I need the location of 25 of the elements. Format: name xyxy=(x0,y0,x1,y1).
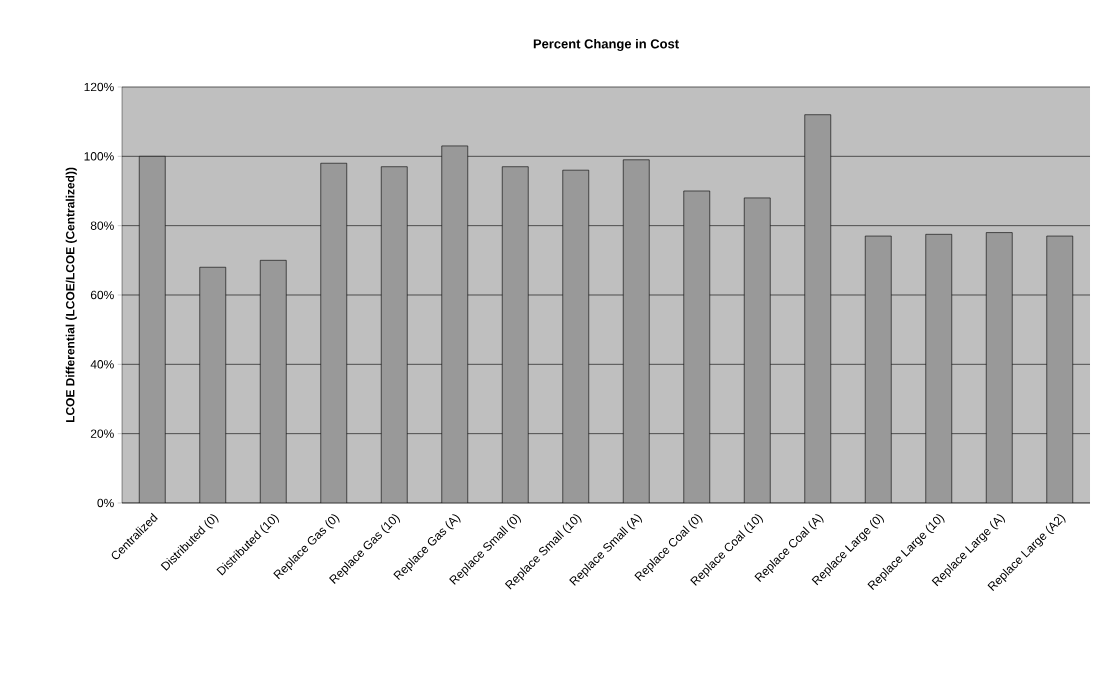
y-tick-label: 80% xyxy=(90,221,114,230)
bar xyxy=(743,197,771,503)
y-tick-label: 0% xyxy=(97,498,114,508)
y-tick-label: 20% xyxy=(90,429,114,438)
bar xyxy=(199,266,227,503)
bar xyxy=(501,166,529,503)
y-tick-label: 60% xyxy=(90,290,114,300)
y-axis-title: LCOE Differential (LCOE/LCOE (Centralized)) xyxy=(65,167,77,423)
bar xyxy=(320,162,348,503)
bar xyxy=(1046,235,1074,503)
bar xyxy=(562,169,590,503)
bar xyxy=(441,145,469,503)
bar xyxy=(985,232,1013,503)
y-tick-label: 100% xyxy=(84,152,114,161)
bar xyxy=(259,260,287,503)
bar xyxy=(380,166,408,503)
y-tick-label: 40% xyxy=(90,360,114,369)
bar xyxy=(925,234,953,503)
bar xyxy=(622,159,650,503)
bar xyxy=(864,235,892,503)
y-tick-label: 120% xyxy=(84,82,114,92)
bar xyxy=(683,190,711,503)
bar xyxy=(138,156,166,503)
chart-title: Percent Change in Cost xyxy=(533,38,679,52)
bar xyxy=(804,114,832,503)
